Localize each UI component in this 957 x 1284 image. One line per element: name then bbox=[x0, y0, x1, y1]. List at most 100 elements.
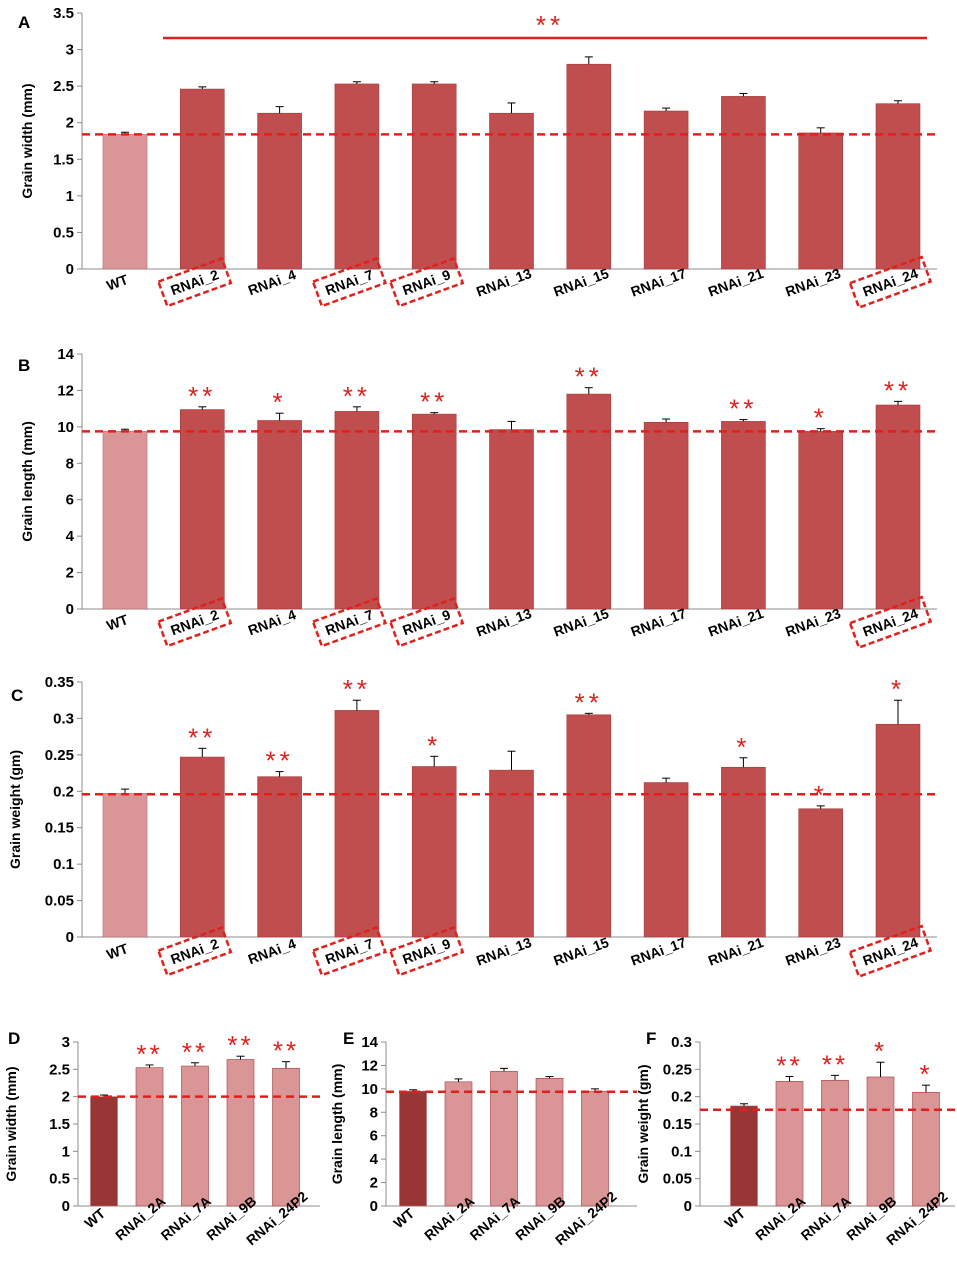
panel-letter: E bbox=[343, 1029, 354, 1048]
bar-RNAi_13 bbox=[489, 769, 534, 938]
bar-WT bbox=[399, 1090, 427, 1207]
x-tick-label: RNAi_4 bbox=[246, 935, 298, 967]
bar-RNAi_15 bbox=[566, 63, 612, 270]
bar-WT bbox=[102, 431, 148, 610]
x-tick-label: RNAi_24 bbox=[860, 934, 920, 969]
y-tick-label: 12 bbox=[361, 1057, 378, 1074]
y-tick-label: 0.2 bbox=[53, 783, 74, 800]
significance-marker: ** bbox=[188, 722, 216, 752]
y-axis-title: Grain weight (gm) bbox=[635, 1065, 651, 1184]
y-tick-label: 0 bbox=[370, 1198, 378, 1215]
y-tick-label: 6 bbox=[66, 492, 74, 509]
bar-RNAi_17 bbox=[643, 782, 689, 938]
bar-RNAi_9 bbox=[411, 413, 457, 610]
bar-RNAi_2A bbox=[775, 1081, 804, 1207]
y-tick-label: 0 bbox=[66, 929, 74, 946]
y-tick-label: 6 bbox=[370, 1128, 378, 1145]
x-tick-label: RNAi_4 bbox=[246, 606, 298, 638]
bar-RNAi_23 bbox=[798, 431, 844, 610]
bar-RNAi_23 bbox=[798, 132, 844, 270]
panel-letter: C bbox=[11, 686, 23, 705]
y-tick-label: 3.5 bbox=[53, 5, 74, 22]
y-tick-label: 2 bbox=[62, 1089, 70, 1106]
y-tick-label: 3 bbox=[62, 1034, 70, 1051]
significance-marker: * bbox=[891, 674, 905, 704]
x-tick-label: RNAi_9 bbox=[400, 606, 452, 638]
y-tick-label: 1 bbox=[66, 188, 74, 205]
y-tick-label: 2 bbox=[66, 115, 74, 132]
bar-RNAi_24 bbox=[875, 103, 921, 270]
significance-marker: * bbox=[736, 732, 750, 762]
y-tick-label: 2.5 bbox=[53, 78, 74, 95]
highlight-box bbox=[388, 925, 465, 977]
highlight-box bbox=[848, 924, 933, 979]
y-axis-title: Grain length (mm) bbox=[329, 1064, 345, 1185]
y-tick-label: 0 bbox=[66, 601, 74, 618]
y-tick-label: 0.35 bbox=[45, 674, 74, 691]
bar-RNAi_24P2 bbox=[581, 1090, 609, 1207]
y-axis-title: Grain length (mm) bbox=[19, 421, 35, 542]
x-tick-label: WT bbox=[390, 1205, 417, 1232]
bar-RNAi_17 bbox=[643, 422, 689, 610]
bar-RNAi_9B bbox=[226, 1059, 255, 1207]
bar-WT bbox=[102, 134, 148, 270]
x-tick-label: RNAi_24 bbox=[860, 605, 920, 640]
y-tick-label: 2 bbox=[66, 565, 74, 582]
highlight-box bbox=[156, 925, 233, 977]
highlight-box bbox=[311, 925, 387, 977]
panel-letter: A bbox=[18, 13, 30, 32]
bar-RNAi_7 bbox=[334, 710, 380, 938]
x-tick-label: RNAi_15 bbox=[551, 265, 611, 300]
x-tick-label: RNAi_24 bbox=[860, 265, 920, 300]
bar-RNAi_7 bbox=[334, 411, 380, 610]
x-tick-label: RNAi_21 bbox=[706, 934, 766, 969]
x-tick-label: RNAi_13 bbox=[474, 934, 534, 969]
bar-RNAi_7 bbox=[334, 83, 380, 270]
x-tick-label: RNAi_7 bbox=[323, 606, 375, 638]
y-tick-label: 8 bbox=[370, 1104, 378, 1121]
x-tick-label: WT bbox=[104, 940, 130, 963]
y-tick-label: 1 bbox=[62, 1143, 70, 1160]
x-tick-label: RNAi_21 bbox=[706, 605, 766, 640]
x-tick-label: RNAi_23 bbox=[783, 605, 843, 640]
y-tick-label: 0.15 bbox=[663, 1116, 692, 1133]
x-tick-label: WT bbox=[104, 611, 130, 634]
significance-marker: ** bbox=[343, 381, 371, 411]
highlight-box bbox=[311, 596, 387, 648]
bar-RNAi_2A bbox=[135, 1067, 164, 1207]
significance-marker: ** bbox=[273, 1036, 299, 1066]
y-tick-label: 0 bbox=[684, 1198, 692, 1215]
significance-marker: ** bbox=[420, 387, 448, 417]
bar-RNAi_2 bbox=[180, 409, 225, 610]
bar-RNAi_24 bbox=[875, 404, 921, 610]
x-tick-label: RNAi_2 bbox=[168, 606, 220, 638]
y-tick-label: 0 bbox=[62, 1198, 70, 1215]
x-tick-label: WT bbox=[721, 1205, 748, 1232]
y-tick-label: 0.3 bbox=[671, 1034, 692, 1051]
bar-RNAi_23 bbox=[798, 808, 844, 938]
bar-RNAi_17 bbox=[643, 110, 689, 270]
bar-RNAi_2 bbox=[180, 88, 225, 270]
bar-RNAi_21 bbox=[721, 766, 766, 938]
y-tick-label: 14 bbox=[361, 1034, 378, 1051]
bar-RNAi_7A bbox=[821, 1079, 849, 1207]
bar-RNAi_9B bbox=[535, 1078, 564, 1207]
x-tick-label: RNAi_21 bbox=[706, 265, 766, 300]
y-tick-label: 0.2 bbox=[671, 1089, 692, 1106]
y-tick-label: 0.1 bbox=[53, 856, 74, 873]
significance-marker: ** bbox=[575, 362, 603, 392]
y-tick-label: 0.15 bbox=[45, 820, 74, 837]
significance-marker: ** bbox=[343, 674, 371, 704]
y-tick-label: 10 bbox=[361, 1081, 378, 1098]
x-tick-label: RNAi_9 bbox=[400, 935, 452, 967]
x-tick-label: RNAi_23 bbox=[783, 934, 843, 969]
y-tick-label: 10 bbox=[57, 419, 74, 436]
x-tick-label: RNAi_13 bbox=[474, 265, 534, 300]
significance-marker: * bbox=[814, 403, 828, 433]
bar-RNAi_2 bbox=[180, 756, 225, 938]
x-tick-label: RNAi_2 bbox=[168, 935, 220, 967]
highlight-box bbox=[848, 595, 933, 650]
significance-marker: * bbox=[814, 780, 828, 810]
